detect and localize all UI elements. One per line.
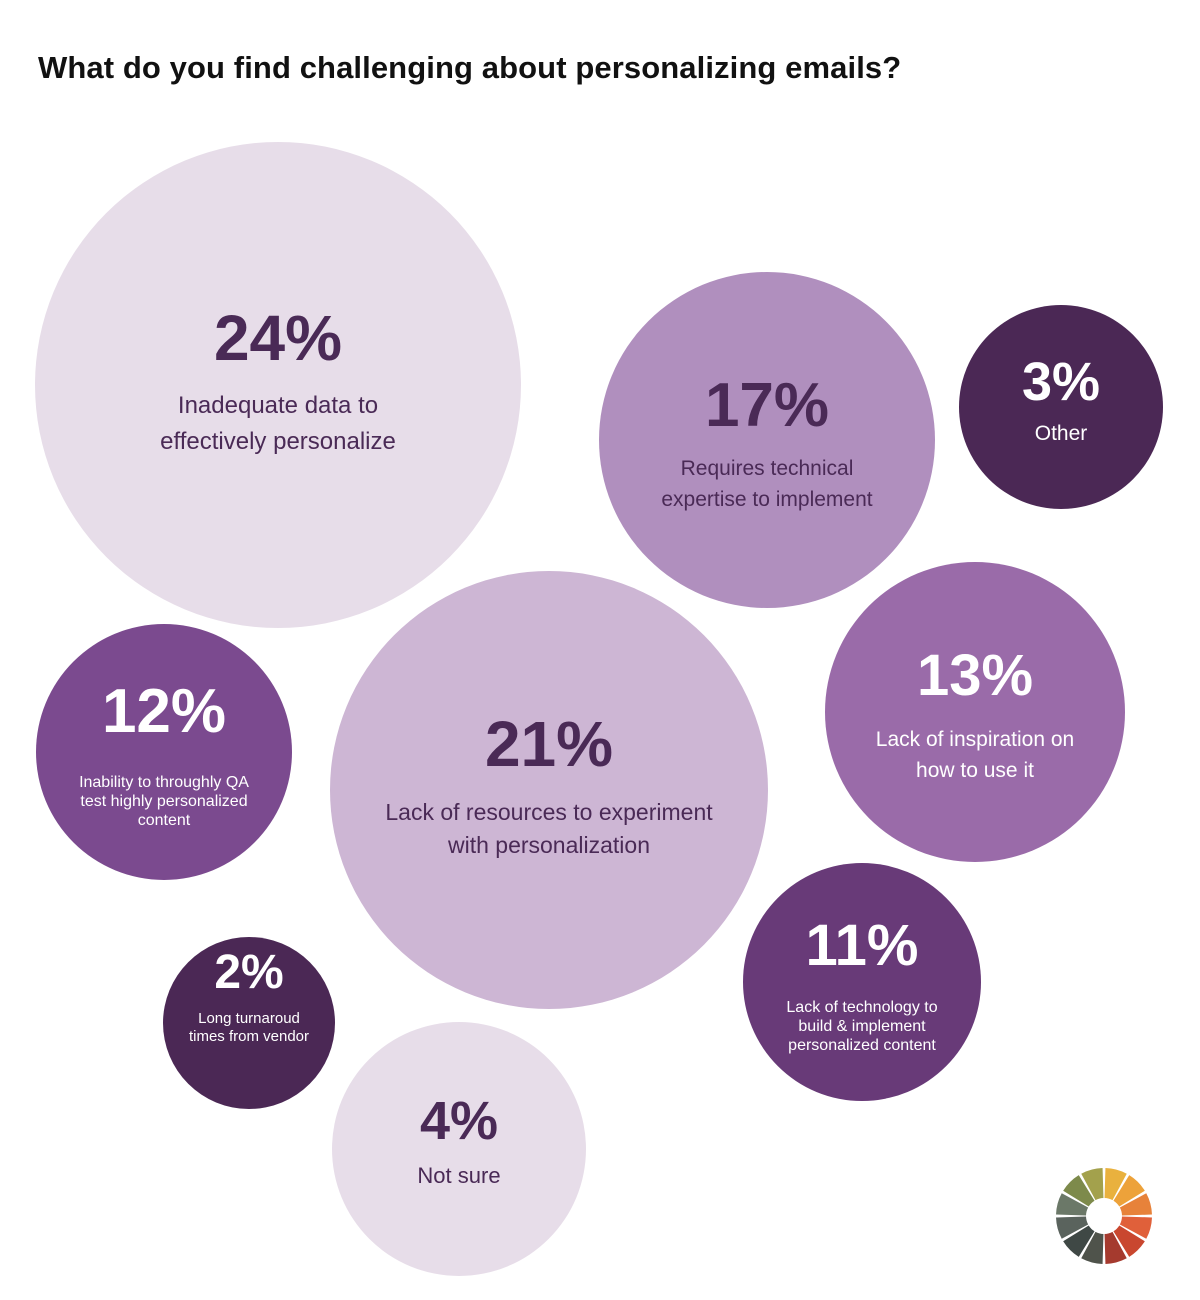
bubble-category-label: Inability to throughly QA (79, 774, 249, 791)
bubble-percent-label: 13% (917, 643, 1033, 708)
bubble-circle (599, 272, 935, 608)
bubble-17-percent: 17% Requires technical expertise to implem… (599, 272, 935, 608)
bubble-4-percent: 4% Not sure (332, 1022, 586, 1276)
logo-segment (1081, 1231, 1104, 1264)
bubble-category-label: content (138, 812, 191, 829)
bubble-3-percent: 3% Other (959, 305, 1163, 509)
bubble-category-label: build & implement (798, 1018, 926, 1035)
bubble-circle (36, 624, 292, 880)
bubble-circle (35, 142, 521, 628)
bubble-percent-label: 17% (705, 371, 829, 440)
bubble-circle (332, 1022, 586, 1276)
logo-segment (1056, 1216, 1089, 1239)
bubble-category-label: Long turnaroud (198, 1010, 300, 1027)
bubble-percent-label: 11% (806, 913, 919, 978)
bubble-category-label: personalized content (788, 1037, 936, 1054)
logo-segment (1063, 1225, 1095, 1257)
bubble-13-percent: 13% Lack of inspiration on how to use it (825, 562, 1125, 862)
bubble-category-label: times from vendor (189, 1028, 309, 1045)
color-wheel-logo-icon (1056, 1168, 1152, 1264)
bubble-circle (163, 937, 335, 1109)
bubble-11-percent: 11% Lack of technology to build & implemen… (743, 863, 981, 1101)
chart-title: What do you find challenging about perso… (38, 50, 902, 85)
bubble-12-percent: 12% Inability to throughly QA test highly … (36, 624, 292, 880)
logo-segment (1113, 1175, 1145, 1207)
logo-segment (1081, 1168, 1104, 1201)
logo-segment (1104, 1168, 1127, 1201)
bubble-category-label: effectively personalize (160, 428, 396, 455)
bubble-percent-label: 24% (214, 302, 342, 374)
bubble-21-percent: 21% Lack of resources to experiment with p… (330, 571, 768, 1009)
bubble-circle (743, 863, 981, 1101)
bubble-category-label: Lack of technology to (786, 999, 937, 1016)
bubble-percent-label: 3% (1022, 352, 1100, 412)
logo-segment (1063, 1175, 1095, 1207)
bubble-24-percent: 24% Inadequate data to effectively persona… (35, 142, 521, 628)
logo-segment (1104, 1231, 1127, 1264)
bubble-category-label: expertise to implement (661, 488, 872, 511)
bubble-circle (959, 305, 1163, 509)
bubble-circle (825, 562, 1125, 862)
bubble-category-label: Other (1035, 422, 1088, 445)
bubble-percent-label: 21% (485, 708, 613, 780)
bubble-category-label: Not sure (417, 1163, 500, 1188)
logo-segment (1056, 1193, 1089, 1216)
logo-segment (1119, 1193, 1152, 1216)
bubble-percent-label: 12% (102, 677, 226, 746)
bubble-percent-label: 4% (420, 1091, 498, 1151)
bubble-percent-label: 2% (214, 946, 283, 999)
logo-segment (1119, 1216, 1152, 1239)
bubble-category-label: Lack of inspiration on (876, 728, 1074, 751)
bubble-category-label: how to use it (916, 759, 1034, 782)
logo-segment (1113, 1225, 1145, 1257)
bubble-category-label: Requires technical (681, 457, 854, 480)
bubble-category-label: Lack of resources to experiment (385, 799, 713, 825)
bubble-circle (330, 571, 768, 1009)
bubble-category-label: Inadequate data to (178, 392, 378, 419)
bubble-category-label: with personalization (447, 832, 650, 858)
bubble-category-label: test highly personalized (80, 793, 247, 810)
